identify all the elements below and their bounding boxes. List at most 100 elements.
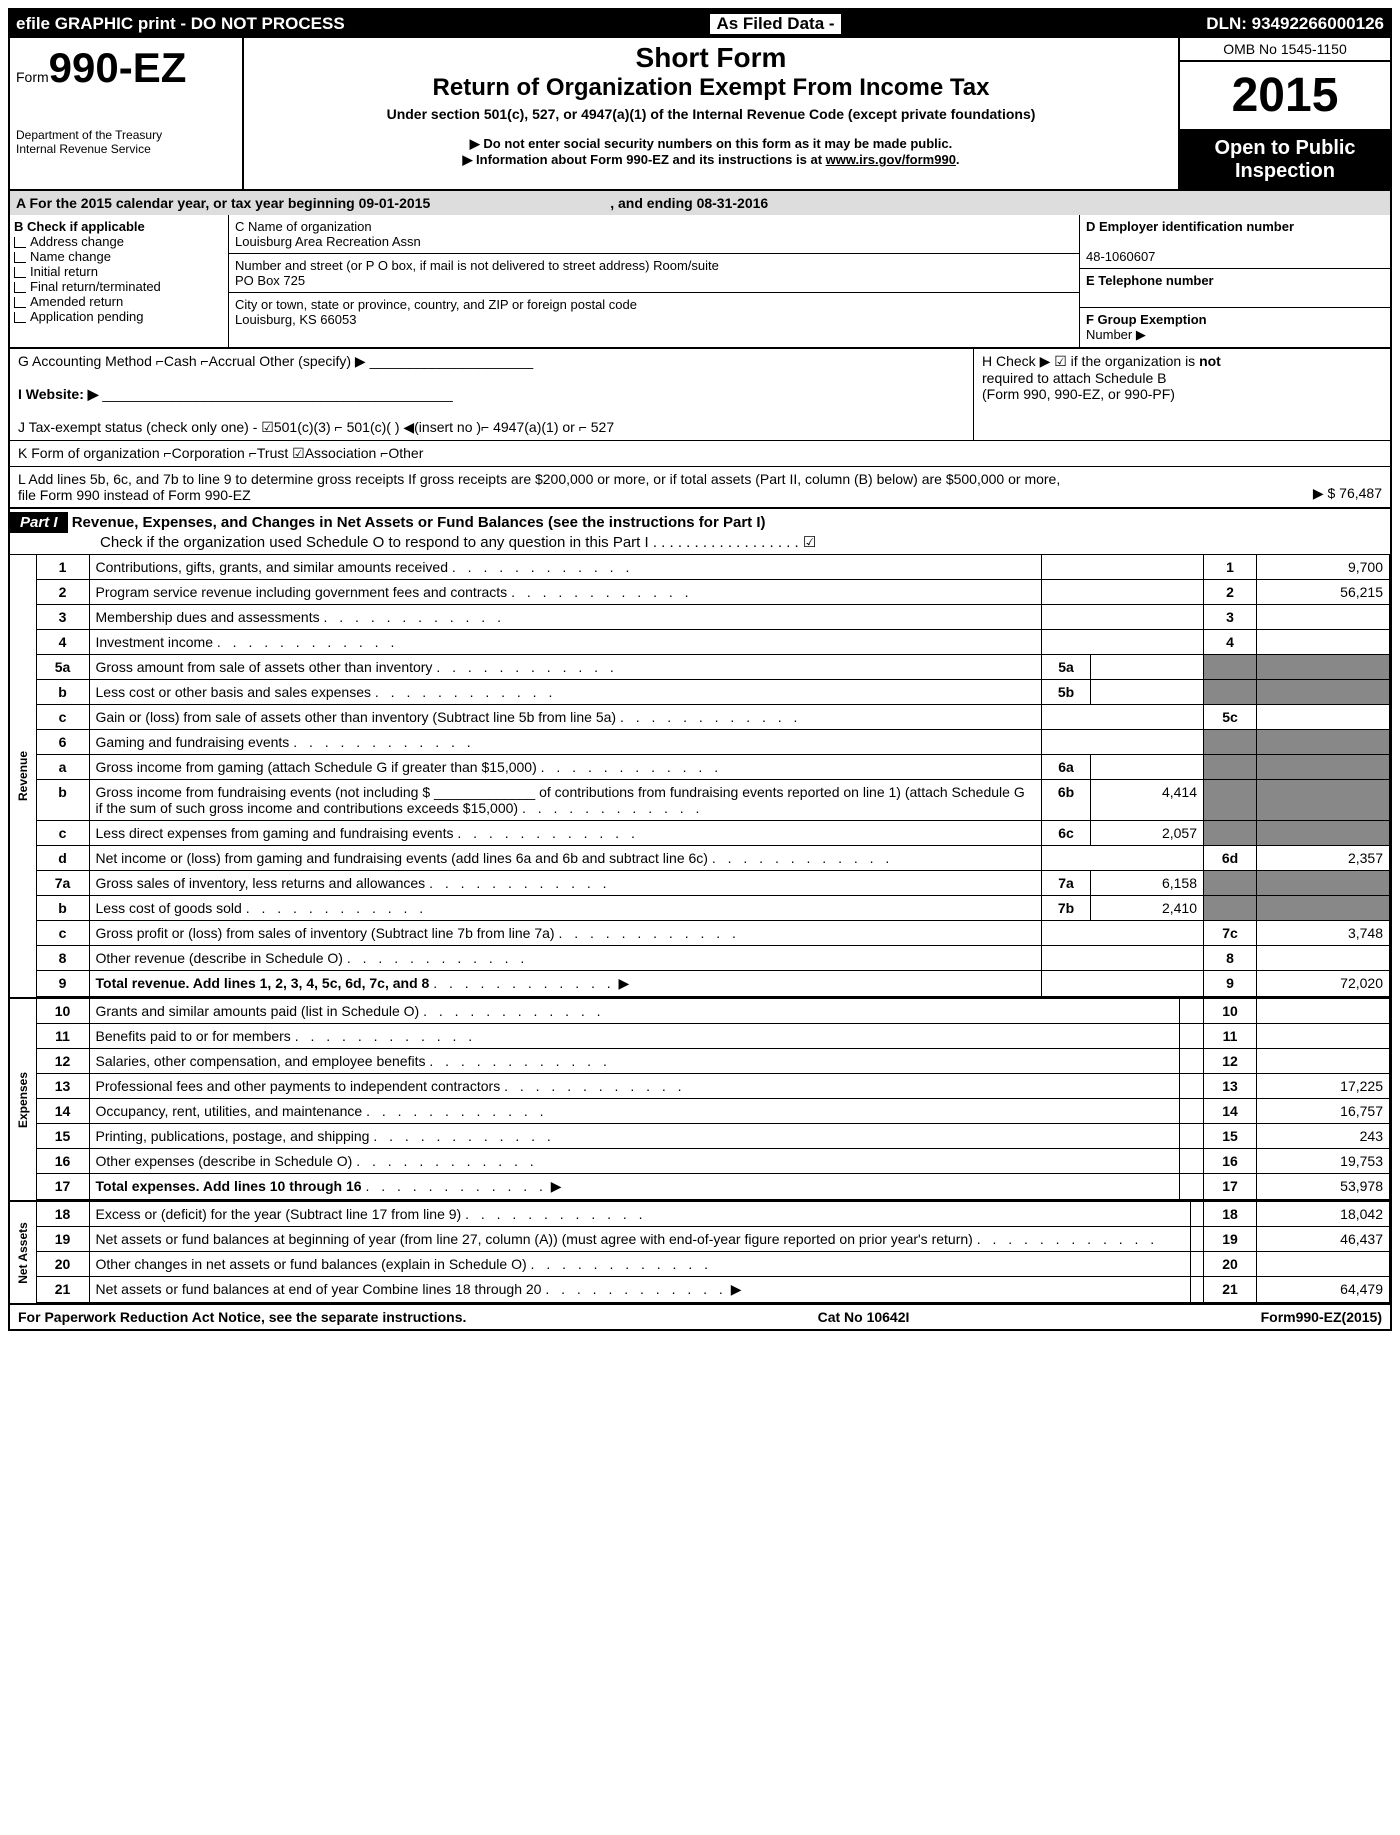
- short-form-label: Short Form: [252, 42, 1170, 74]
- org-name-block: C Name of organization Louisburg Area Re…: [229, 215, 1079, 254]
- tax-year: 2015: [1180, 62, 1390, 131]
- irs-link[interactable]: www.irs.gov/form990: [826, 152, 956, 167]
- line-value: [1257, 999, 1390, 1024]
- line-value: [1257, 1252, 1390, 1277]
- line-desc: Gross profit or (loss) from sales of inv…: [89, 921, 1042, 946]
- omb-number: OMB No 1545-1150: [1180, 38, 1390, 62]
- line-c: cLess direct expenses from gaming and fu…: [37, 821, 1390, 846]
- line-G: G Accounting Method ⌐Cash ⌐Accrual Other…: [10, 349, 973, 440]
- line-9: 9Total revenue. Add lines 1, 2, 3, 4, 5c…: [37, 971, 1390, 997]
- line-17: 17Total expenses. Add lines 10 through 1…: [37, 1174, 1390, 1200]
- checkbox-icon[interactable]: [14, 267, 26, 278]
- line-desc: Less cost of goods sold . . . . . . . . …: [89, 896, 1042, 921]
- header-left: Form990-EZ Department of the Treasury In…: [10, 38, 244, 189]
- line-value: [1257, 1049, 1390, 1074]
- line-20: 20Other changes in net assets or fund ba…: [37, 1252, 1390, 1277]
- line-desc: Salaries, other compensation, and employ…: [89, 1049, 1180, 1074]
- form-title: Return of Organization Exempt From Incom…: [252, 74, 1170, 102]
- line-A: A For the 2015 calendar year, or tax yea…: [10, 191, 1390, 215]
- line-value: 18,042: [1257, 1202, 1390, 1227]
- line-desc: Membership dues and assessments . . . . …: [89, 605, 1042, 630]
- irs: Internal Revenue Service: [16, 142, 236, 156]
- line-value: 72,020: [1257, 971, 1390, 997]
- line-L: L Add lines 5b, 6c, and 7b to line 9 to …: [10, 467, 1390, 509]
- header-center: Short Form Return of Organization Exempt…: [244, 38, 1178, 189]
- line-12: 12Salaries, other compensation, and empl…: [37, 1049, 1390, 1074]
- dept-treasury: Department of the Treasury: [16, 128, 236, 142]
- line-desc: Other changes in net assets or fund bala…: [89, 1252, 1190, 1277]
- org-address-block: Number and street (or P O box, if mail i…: [229, 254, 1079, 293]
- line-desc: Gain or (loss) from sale of assets other…: [89, 705, 1042, 730]
- line-value: 3,748: [1257, 921, 1390, 946]
- line-value: 17,225: [1257, 1074, 1390, 1099]
- expenses-block: Expenses 10Grants and similar amounts pa…: [10, 997, 1390, 1200]
- line-6: 6Gaming and fundraising events . . . . .…: [37, 730, 1390, 755]
- netassets-sidebar: Net Assets: [10, 1202, 37, 1303]
- line-value: 243: [1257, 1124, 1390, 1149]
- line-value: 56,215: [1257, 580, 1390, 605]
- line-value: 16,757: [1257, 1099, 1390, 1124]
- line-13: 13Professional fees and other payments t…: [37, 1074, 1390, 1099]
- checkbox-icon[interactable]: [14, 282, 26, 293]
- line-desc: Total expenses. Add lines 10 through 16 …: [89, 1174, 1180, 1200]
- checkbox-icon[interactable]: [14, 312, 26, 323]
- line-19: 19Net assets or fund balances at beginni…: [37, 1227, 1390, 1252]
- line-desc: Less cost or other basis and sales expen…: [89, 680, 1042, 705]
- line-I: I Website: ▶: [18, 386, 99, 402]
- page-footer: For Paperwork Reduction Act Notice, see …: [10, 1305, 1390, 1329]
- line-15: 15Printing, publications, postage, and s…: [37, 1124, 1390, 1149]
- line-value: [1257, 1024, 1390, 1049]
- line-desc: Program service revenue including govern…: [89, 580, 1042, 605]
- line-GH: G Accounting Method ⌐Cash ⌐Accrual Other…: [10, 349, 1390, 441]
- efile-left: efile GRAPHIC print - DO NOT PROCESS: [16, 14, 345, 34]
- line-value: 9,700: [1257, 555, 1390, 580]
- line-value: [1257, 630, 1390, 655]
- ein-block: D Employer identification number 48-1060…: [1080, 215, 1390, 269]
- line-value: 19,753: [1257, 1149, 1390, 1174]
- checkbox-icon[interactable]: [14, 237, 26, 248]
- revenue-block: Revenue 1Contributions, gifts, grants, a…: [10, 555, 1390, 997]
- line-desc: Less direct expenses from gaming and fun…: [89, 821, 1042, 846]
- checkbox-icon[interactable]: [14, 297, 26, 308]
- line-1: 1Contributions, gifts, grants, and simil…: [37, 555, 1390, 580]
- line-value: 53,978: [1257, 1174, 1390, 1200]
- form-header: Form990-EZ Department of the Treasury In…: [10, 38, 1390, 191]
- line-c: cGross profit or (loss) from sales of in…: [37, 921, 1390, 946]
- line-7a: 7aGross sales of inventory, less returns…: [37, 871, 1390, 896]
- org-city-block: City or town, state or province, country…: [229, 293, 1079, 331]
- form-990ez-page: efile GRAPHIC print - DO NOT PROCESS As …: [8, 8, 1392, 1331]
- form-subtitle: Under section 501(c), 527, or 4947(a)(1)…: [252, 106, 1170, 122]
- line-2: 2Program service revenue including gover…: [37, 580, 1390, 605]
- line-desc: Contributions, gifts, grants, and simila…: [89, 555, 1042, 580]
- line-d: dNet income or (loss) from gaming and fu…: [37, 846, 1390, 871]
- form-number: Form990-EZ: [16, 44, 236, 92]
- line-desc: Investment income . . . . . . . . . . . …: [89, 630, 1042, 655]
- org-city: Louisburg, KS 66053: [235, 312, 356, 327]
- line-a: aGross income from gaming (attach Schedu…: [37, 755, 1390, 780]
- line-desc: Net income or (loss) from gaming and fun…: [89, 846, 1042, 871]
- efile-dln: DLN: 93492266000126: [1206, 14, 1384, 34]
- line-J: J Tax-exempt status (check only one) - ☑…: [18, 419, 614, 435]
- line-5a: 5aGross amount from sale of assets other…: [37, 655, 1390, 680]
- line-value: 2,357: [1257, 846, 1390, 871]
- line-value: [1257, 605, 1390, 630]
- line-21: 21Net assets or fund balances at end of …: [37, 1277, 1390, 1303]
- line-H: H Check ▶ ☑ if the organization is not r…: [973, 349, 1390, 440]
- org-address: PO Box 725: [235, 273, 305, 288]
- revenue-table: 1Contributions, gifts, grants, and simil…: [37, 555, 1391, 997]
- paperwork-notice: For Paperwork Reduction Act Notice, see …: [18, 1309, 466, 1325]
- line-11: 11Benefits paid to or for members . . . …: [37, 1024, 1390, 1049]
- form-footer: Form990-EZ(2015): [1261, 1309, 1382, 1325]
- open-inspection: Open to Public Inspection: [1180, 131, 1390, 189]
- checkbox-icon[interactable]: [14, 252, 26, 263]
- line-desc: Gross amount from sale of assets other t…: [89, 655, 1042, 680]
- org-name: Louisburg Area Recreation Assn: [235, 234, 421, 249]
- section-BCDEF: B Check if applicable Address change Nam…: [10, 215, 1390, 349]
- gross-receipts: ▶ $ 76,487: [1313, 471, 1382, 503]
- line-desc: Gross income from gaming (attach Schedul…: [89, 755, 1042, 780]
- section-B: B Check if applicable Address change Nam…: [10, 215, 229, 347]
- line-16: 16Other expenses (describe in Schedule O…: [37, 1149, 1390, 1174]
- line-K: K Form of organization ⌐Corporation ⌐Tru…: [10, 441, 1390, 467]
- line-desc: Gaming and fundraising events . . . . . …: [89, 730, 1042, 755]
- section-DEF: D Employer identification number 48-1060…: [1079, 215, 1390, 347]
